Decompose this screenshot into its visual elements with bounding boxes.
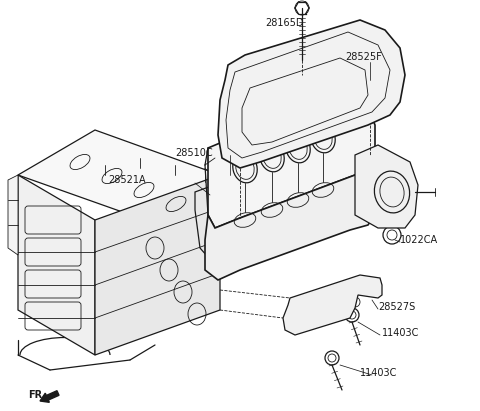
Text: 1022CA: 1022CA xyxy=(400,235,438,245)
Polygon shape xyxy=(205,160,378,280)
Text: 11403C: 11403C xyxy=(382,328,420,338)
Polygon shape xyxy=(283,275,382,335)
Text: 28525F: 28525F xyxy=(345,52,382,62)
Polygon shape xyxy=(18,130,220,220)
Polygon shape xyxy=(208,95,375,228)
Text: 28527S: 28527S xyxy=(378,302,415,312)
Polygon shape xyxy=(218,20,405,168)
Polygon shape xyxy=(355,145,418,228)
FancyArrow shape xyxy=(40,391,59,402)
Text: 28510C: 28510C xyxy=(175,148,213,158)
Text: 11403C: 11403C xyxy=(360,368,397,378)
Text: 28521A: 28521A xyxy=(108,175,145,185)
Text: FR.: FR. xyxy=(28,390,46,400)
Polygon shape xyxy=(18,175,95,355)
Polygon shape xyxy=(95,175,220,355)
Text: 28165D: 28165D xyxy=(265,18,303,28)
Polygon shape xyxy=(8,175,18,255)
